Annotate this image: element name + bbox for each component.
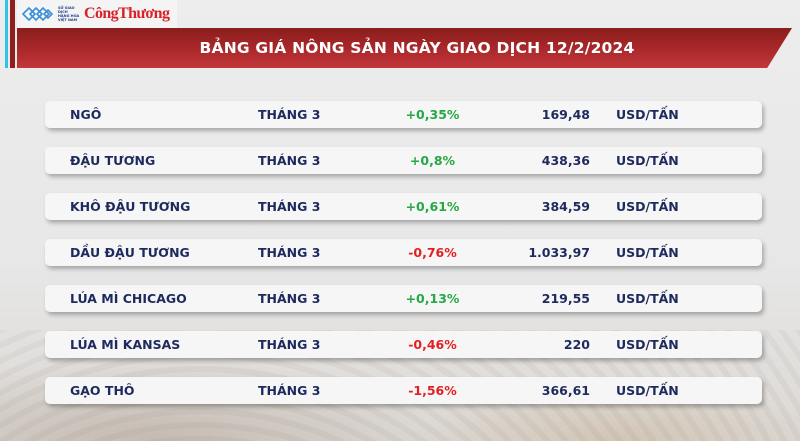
price-change: -1,56% [408, 383, 457, 398]
price-value: 1.033,97 [528, 245, 590, 260]
table-row: NGÔ THÁNG 3 +0,35% 169,48 USD/TẤN [45, 101, 762, 128]
table-row: ĐẬU TƯƠNG THÁNG 3 +0,8% 438,36 USD/TẤN [45, 147, 762, 174]
price-unit: USD/TẤN [616, 291, 679, 306]
price-table: NGÔ THÁNG 3 +0,35% 169,48 USD/TẤN ĐẬU TƯ… [45, 101, 762, 404]
contract-month: THÁNG 3 [258, 337, 321, 352]
contract-month: THÁNG 3 [258, 107, 321, 122]
page-title: BẢNG GIÁ NÔNG SẢN NGÀY GIAO DỊCH 12/2/20… [199, 39, 635, 57]
commodity-name: DẦU ĐẬU TƯƠNG [70, 245, 190, 260]
accent-bar-cyan [5, 0, 8, 68]
title-banner: BẢNG GIÁ NÔNG SẢN NGÀY GIAO DỊCH 12/2/20… [17, 28, 792, 68]
contract-month: THÁNG 3 [258, 383, 321, 398]
price-unit: USD/TẤN [616, 199, 679, 214]
price-change: +0,61% [405, 199, 460, 214]
price-value: 366,61 [541, 383, 590, 398]
table-row: DẦU ĐẬU TƯƠNG THÁNG 3 -0,76% 1.033,97 US… [45, 239, 762, 266]
price-unit: USD/TẤN [616, 337, 679, 352]
price-unit: USD/TẤN [616, 383, 679, 398]
commodity-name: LÚA MÌ CHICAGO [70, 291, 187, 306]
contract-month: THÁNG 3 [258, 153, 321, 168]
table-row: LÚA MÌ KANSAS THÁNG 3 -0,46% 220 USD/TẤN [45, 331, 762, 358]
price-change: -0,46% [408, 337, 457, 352]
commodity-name: LÚA MÌ KANSAS [70, 337, 181, 352]
price-value: 219,55 [541, 291, 590, 306]
exchange-logo-text: SỞ GIAO DỊCH HÀNG HÓA VIỆT NAM [58, 6, 80, 22]
price-value: 438,36 [541, 153, 590, 168]
accent-bar-red [10, 0, 15, 68]
price-unit: USD/TẤN [616, 153, 679, 168]
price-change: +0,8% [409, 153, 456, 168]
table-row: GẠO THÔ THÁNG 3 -1,56% 366,61 USD/TẤN [45, 377, 762, 404]
table-row: KHÔ ĐẬU TƯƠNG THÁNG 3 +0,61% 384,59 USD/… [45, 193, 762, 220]
contract-month: THÁNG 3 [258, 245, 321, 260]
price-value: 169,48 [541, 107, 590, 122]
price-unit: USD/TẤN [616, 107, 679, 122]
commodity-name: KHÔ ĐẬU TƯƠNG [70, 199, 191, 214]
congthuong-logo: CôngThương [84, 5, 170, 22]
price-change: +0,35% [405, 107, 460, 122]
exchange-logo-icon [21, 6, 54, 22]
commodity-name: ĐẬU TƯƠNG [70, 153, 156, 168]
price-value: 384,59 [541, 199, 590, 214]
contract-month: THÁNG 3 [258, 199, 321, 214]
price-value: 220 [563, 337, 590, 352]
contract-month: THÁNG 3 [258, 291, 321, 306]
commodity-name: GẠO THÔ [70, 383, 135, 398]
commodity-name: NGÔ [70, 107, 102, 122]
price-change: -0,76% [408, 245, 457, 260]
logo-strip: SỞ GIAO DỊCH HÀNG HÓA VIỆT NAM CôngThươn… [17, 0, 177, 28]
price-change: +0,13% [405, 291, 460, 306]
price-unit: USD/TẤN [616, 245, 679, 260]
table-row: LÚA MÌ CHICAGO THÁNG 3 +0,13% 219,55 USD… [45, 285, 762, 312]
